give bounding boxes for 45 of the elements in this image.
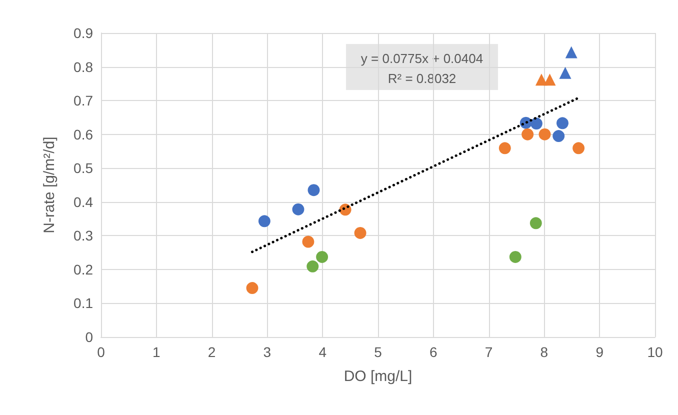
point xyxy=(306,260,319,272)
x-tick-label: 10 xyxy=(647,344,663,360)
point xyxy=(498,142,511,154)
point xyxy=(354,226,366,239)
x-axis-title: DO [mg/L] xyxy=(344,368,412,385)
point xyxy=(308,184,320,196)
x-tick-label: 1 xyxy=(152,344,160,360)
y-tick-label: 0.2 xyxy=(74,261,94,278)
point xyxy=(302,236,314,248)
point xyxy=(530,118,542,130)
point xyxy=(292,203,304,216)
x-tick-label: 9 xyxy=(596,344,604,360)
x-tick-label: 3 xyxy=(263,344,272,360)
x-tick-label: 5 xyxy=(374,344,382,360)
point xyxy=(552,130,565,142)
point xyxy=(535,74,548,86)
y-tick-label: 0.4 xyxy=(74,194,94,210)
y-axis-title: N-rate [g/m²/d] xyxy=(41,136,58,234)
y-tick-label: 0.8 xyxy=(74,58,94,75)
point xyxy=(565,46,578,58)
point xyxy=(572,142,585,154)
x-tick-label: 6 xyxy=(430,344,438,360)
point xyxy=(538,128,551,140)
point xyxy=(509,250,522,263)
y-tick-label: 0.1 xyxy=(74,295,94,312)
y-tick-label: 0 xyxy=(85,329,94,345)
point xyxy=(544,74,556,86)
annotation: R² = 0.8032 xyxy=(388,71,456,86)
y-tick-label: 0.6 xyxy=(74,126,94,142)
y-tick-label: 0.9 xyxy=(74,25,94,41)
point xyxy=(559,66,572,79)
point xyxy=(556,117,568,130)
x-tick-label: 2 xyxy=(208,344,216,360)
point xyxy=(316,250,328,263)
point xyxy=(258,215,270,228)
y-tick-label: 0.5 xyxy=(74,160,94,176)
point xyxy=(530,217,542,230)
point xyxy=(246,282,258,294)
x-tick-label: 4 xyxy=(318,344,327,360)
y-tick-label: 0.7 xyxy=(74,92,94,109)
y-tick-label: 0.3 xyxy=(74,228,94,244)
point xyxy=(522,128,534,140)
x-tick-label: 0 xyxy=(97,344,106,360)
x-tick-label: 8 xyxy=(540,344,548,360)
x-tick-label: 7 xyxy=(484,344,493,360)
